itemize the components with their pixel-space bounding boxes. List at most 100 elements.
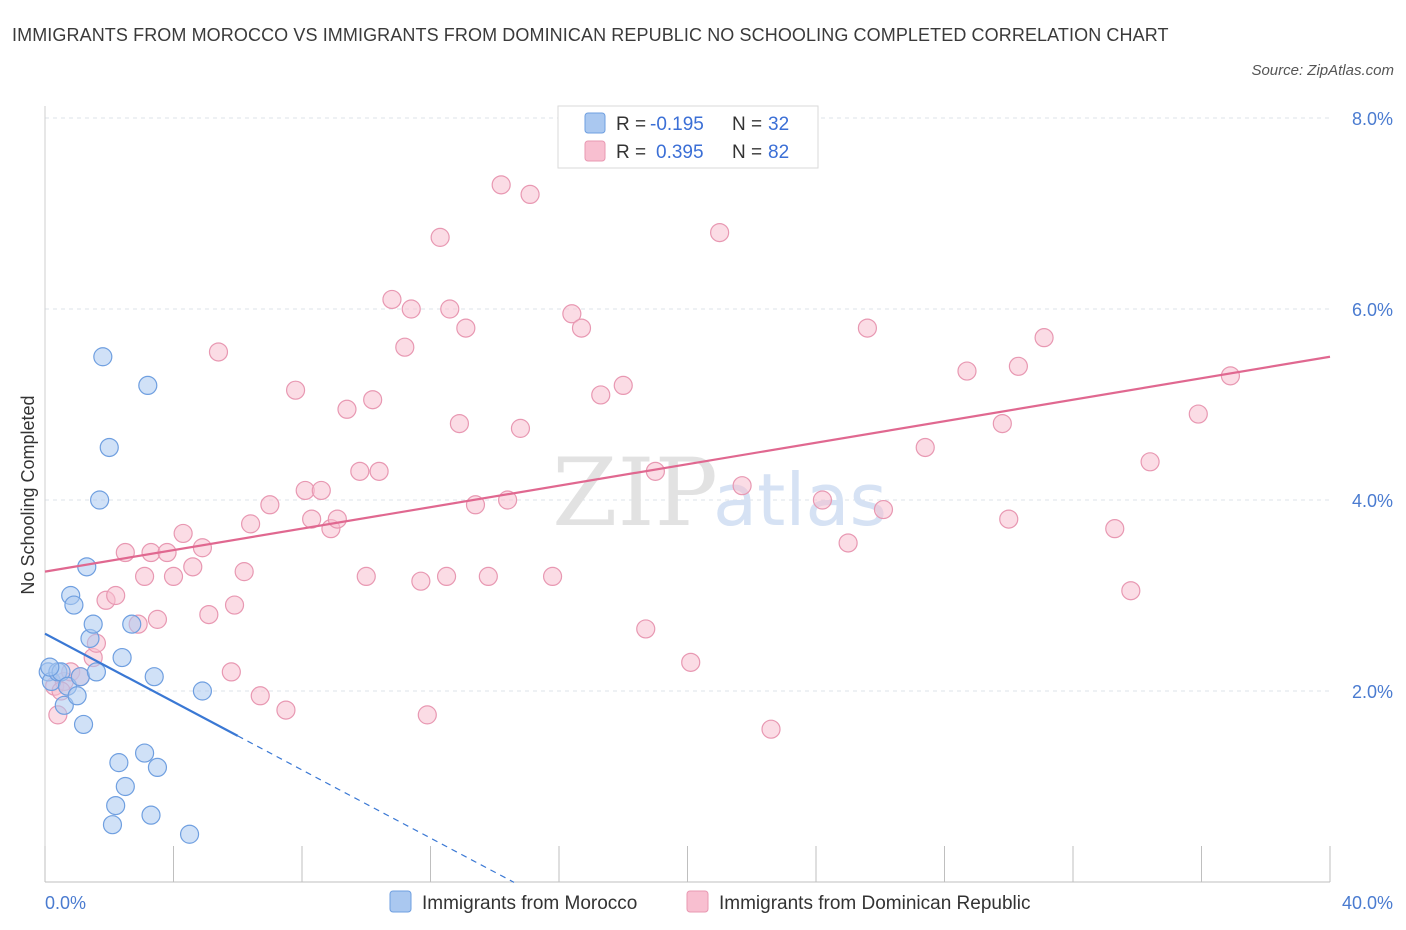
dr-point <box>992 414 1012 434</box>
morocco-point <box>192 681 213 701</box>
watermark-atlas: atlas <box>713 458 887 542</box>
morocco-points <box>38 347 213 844</box>
dr-point <box>430 227 450 247</box>
dr-point <box>838 533 858 553</box>
y-tick-label: 6.0% <box>1352 300 1393 320</box>
morocco-trend-extension <box>237 735 515 883</box>
dr-point <box>350 461 370 481</box>
dr-point <box>401 299 421 319</box>
morocco-point <box>73 714 94 735</box>
dr-point <box>1188 404 1208 424</box>
dr-point <box>440 299 460 319</box>
dr-point <box>681 652 701 672</box>
dr-point <box>520 184 540 204</box>
morocco-point <box>147 757 168 778</box>
morocco-point <box>90 490 110 510</box>
dr-point <box>571 318 592 338</box>
dr-point <box>260 495 280 515</box>
morocco-point <box>141 805 161 825</box>
dr-point <box>199 604 219 625</box>
dr-point <box>456 318 476 338</box>
morocco-point <box>134 743 155 763</box>
legend-n-label-dr: N = <box>732 142 762 163</box>
chart-title: IMMIGRANTS FROM MOROCCO VS IMMIGRANTS FR… <box>12 25 1169 45</box>
dr-point <box>1008 356 1028 376</box>
morocco-point <box>86 662 107 682</box>
y-tick-label: 4.0% <box>1352 491 1393 511</box>
x-tick-label-max: 40.0% <box>1342 893 1393 913</box>
y-tick-label: 8.0% <box>1352 109 1393 129</box>
dr-point <box>356 566 376 587</box>
legend-swatch-morocco <box>584 112 606 134</box>
morocco-point <box>179 824 200 844</box>
dr-point <box>478 566 498 587</box>
dr-point <box>295 480 315 501</box>
legend-r-label-dr: R = <box>616 142 646 163</box>
morocco-point <box>138 375 158 395</box>
dr-point <box>250 686 270 706</box>
dr-point <box>710 223 730 243</box>
correlation-legend: R = -0.195 N = 32 R = 0.395 N = 82 <box>557 105 819 169</box>
dr-point <box>163 566 184 587</box>
dr-point <box>732 476 752 496</box>
dr-point <box>1034 328 1054 348</box>
series-legend-label-morocco: Immigrants from Morocco <box>422 893 637 914</box>
dr-point <box>337 399 357 419</box>
source-label: Source: ZipAtlas.com <box>1251 62 1394 79</box>
dr-point <box>208 342 229 362</box>
dr-point <box>327 509 347 529</box>
morocco-point <box>67 686 87 706</box>
dr-point <box>1220 366 1241 386</box>
dr-point <box>276 700 296 720</box>
series-legend-label-dr: Immigrants from Dominican Republic <box>719 893 1031 914</box>
legend-swatch-dr <box>584 140 606 162</box>
dr-point <box>999 509 1019 529</box>
morocco-point <box>106 795 126 816</box>
dr-point <box>221 662 241 682</box>
legend-n-label-morocco: N = <box>732 114 762 135</box>
dr-point <box>311 480 331 501</box>
morocco-point <box>99 437 119 458</box>
series-legend-swatch-morocco <box>389 890 412 913</box>
dr-point <box>873 499 894 520</box>
dr-point <box>1140 452 1160 472</box>
morocco-point <box>102 815 123 835</box>
dr-point <box>436 566 457 587</box>
dr-point <box>224 595 245 615</box>
watermark: ZIP atlas <box>552 439 887 548</box>
morocco-point <box>144 667 164 687</box>
dr-point <box>192 538 213 558</box>
dr-point <box>1121 581 1141 601</box>
dr-trend-line <box>44 355 1331 573</box>
series-legend: Immigrants from Morocco Immigrants from … <box>389 890 1031 914</box>
series-legend-swatch-dr <box>686 890 709 913</box>
legend-r-value-dr: 0.395 <box>656 142 704 163</box>
morocco-point <box>122 614 142 634</box>
dr-point <box>106 585 126 606</box>
dr-point <box>417 705 437 725</box>
dr-point <box>183 557 203 577</box>
dr-point <box>636 619 656 639</box>
dr-point <box>761 719 781 739</box>
dr-point <box>812 490 833 510</box>
morocco-point <box>70 667 90 687</box>
morocco-point <box>77 557 97 577</box>
tick-labels: 2.0% 4.0% 6.0% 8.0% <box>1352 109 1393 702</box>
dr-point <box>1105 519 1125 539</box>
morocco-point <box>40 657 60 677</box>
dr-point <box>363 390 383 410</box>
axes <box>44 106 1331 883</box>
legend-r-label-morocco: R = <box>616 114 646 135</box>
dr-point <box>241 514 261 534</box>
dr-point <box>449 414 470 434</box>
y-tick-label: 2.0% <box>1352 682 1393 702</box>
dr-point <box>134 566 155 587</box>
y-axis-title: No Schooling Completed <box>18 395 38 594</box>
morocco-point <box>112 647 132 668</box>
morocco-point <box>64 595 84 615</box>
watermark-zip: ZIP <box>552 439 718 548</box>
dr-point <box>382 289 402 310</box>
x-tick-label-min: 0.0% <box>45 893 86 913</box>
dr-point <box>562 304 582 324</box>
